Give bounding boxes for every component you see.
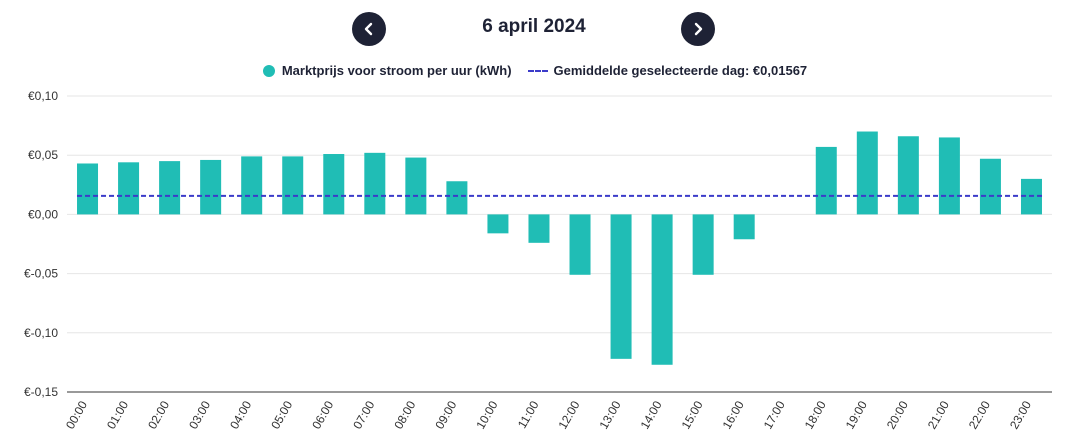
x-tick-label: 14:00 (638, 398, 665, 431)
bar-2200 (979, 158, 1001, 215)
previous-day-button[interactable] (352, 12, 386, 46)
bar-1800 (815, 146, 837, 215)
x-tick-label: 23:00 (1007, 398, 1034, 431)
bar-0300 (200, 159, 222, 215)
x-tick-label: 10:00 (473, 398, 500, 431)
y-tick-label: €-0,15 (24, 385, 58, 399)
x-tick-label: 11:00 (515, 398, 542, 431)
bar-0100 (118, 162, 140, 215)
x-tick-label: 19:00 (843, 398, 870, 431)
x-tick-label: 05:00 (268, 398, 295, 431)
legend-series-marker (262, 64, 275, 77)
bar-0500 (282, 156, 304, 215)
chart-legend: Marktprijs voor stroom per uur (kWh) Gem… (0, 63, 1070, 78)
x-tick-label: 06:00 (309, 398, 336, 431)
bar-0600 (323, 154, 345, 215)
bar-1600 (733, 214, 755, 240)
legend-item-price[interactable]: Marktprijs voor stroom per uur (kWh) (262, 63, 512, 78)
bar-2100 (938, 137, 960, 215)
x-tick-label: 07:00 (350, 398, 377, 431)
x-tick-label: 01:00 (104, 398, 131, 431)
bar-0800 (405, 157, 427, 215)
x-tick-label: 15:00 (679, 398, 706, 431)
x-tick-label: 20:00 (884, 398, 911, 431)
bar-1300 (610, 214, 632, 359)
bar-1100 (528, 214, 550, 243)
x-tick-label: 13:00 (597, 398, 624, 431)
bar-1200 (569, 214, 591, 275)
chevron-right-icon (694, 22, 703, 36)
bar-0900 (446, 181, 468, 215)
legend-item-average[interactable]: Gemiddelde geselecteerde dag: €0,01567 (527, 63, 808, 78)
y-tick-label: €0,05 (28, 148, 58, 162)
bar-0200 (159, 161, 181, 215)
selected-date: 6 april 2024 (482, 16, 586, 37)
y-tick-label: €-0,05 (24, 267, 58, 281)
x-tick-label: 04:00 (227, 398, 254, 431)
bar-0400 (241, 156, 263, 215)
y-tick-label: €0,10 (28, 89, 58, 103)
y-tick-label: €-0,10 (24, 326, 58, 340)
x-tick-label: 16:00 (720, 398, 747, 431)
x-tick-label: 12:00 (555, 398, 582, 431)
bar-0000 (77, 163, 99, 215)
bar-0700 (364, 152, 386, 215)
y-tick-label: €0,00 (28, 207, 58, 221)
legend-series-label: Marktprijs voor stroom per uur (kWh) (281, 63, 512, 78)
x-tick-label: 17:00 (761, 398, 788, 431)
x-tick-label: 03:00 (186, 398, 213, 431)
x-tick-label: 22:00 (966, 398, 993, 431)
x-tick-label: 21:00 (925, 398, 952, 431)
x-tick-label: 09:00 (432, 398, 459, 431)
bar-1000 (487, 214, 509, 234)
bar-1500 (692, 214, 714, 275)
x-tick-label: 08:00 (391, 398, 418, 431)
chevron-left-icon (364, 22, 373, 36)
x-tick-label: 18:00 (802, 398, 829, 431)
legend-average-label: Gemiddelde geselecteerde dag: €0,01567 (553, 63, 808, 78)
legend-average-marker (527, 69, 548, 72)
x-tick-label: 02:00 (145, 398, 172, 431)
bar-1400 (651, 214, 673, 365)
bar-1900 (856, 131, 878, 215)
next-day-button[interactable] (681, 12, 715, 46)
bar-2000 (897, 136, 919, 215)
x-tick-label: 00:00 (63, 398, 90, 431)
